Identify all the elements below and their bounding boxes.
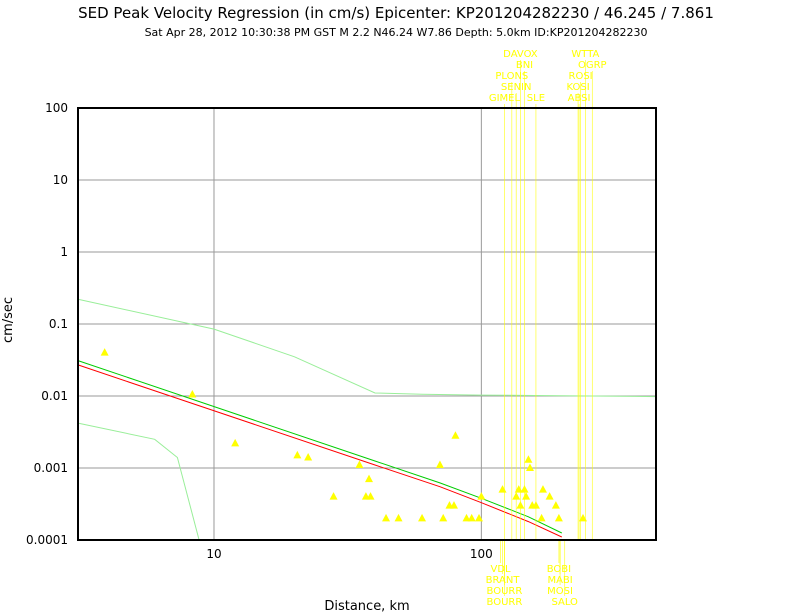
data-point-marker xyxy=(520,485,529,493)
data-point-marker xyxy=(394,513,403,522)
data-point-marker xyxy=(512,492,521,500)
data-point-marker xyxy=(545,492,554,500)
station-label-top: SENIN xyxy=(501,82,532,93)
station-label-top: WTTA xyxy=(571,49,599,60)
station-label-bottom: VDL xyxy=(491,564,512,575)
y-axis-label: cm/sec xyxy=(1,297,16,343)
data-point-marker xyxy=(531,501,540,509)
data-point-marker xyxy=(462,513,471,522)
axis-ticks: 10 100 100 10 1 0.1 0.01 0.001 0.0001 xyxy=(26,101,493,561)
y-tick-label: 0.1 xyxy=(49,317,68,331)
station-label-top: BNI xyxy=(516,60,533,71)
data-point-marker xyxy=(439,513,448,522)
station-label-bottom: BOURR xyxy=(487,597,523,608)
regression-curve xyxy=(77,298,657,398)
data-point-marker xyxy=(355,460,364,469)
grid-lines xyxy=(78,107,656,541)
station-label-top: KOSI xyxy=(566,82,589,93)
data-point-marker xyxy=(188,389,197,398)
station-label-top: PLONS xyxy=(495,71,528,82)
data-point-marker xyxy=(498,485,507,493)
station-label-top: ABSI xyxy=(568,93,591,104)
x-axis-label: Distance, km xyxy=(324,599,409,612)
data-point-marker xyxy=(524,455,533,463)
regression-curve xyxy=(77,422,200,541)
station-label-top: GIMEL xyxy=(489,93,521,104)
y-tick-label: 0.0001 xyxy=(26,533,68,547)
data-point-marker xyxy=(514,485,523,493)
regression-curve xyxy=(77,360,563,534)
plot-frame xyxy=(77,107,657,541)
data-point-marker xyxy=(451,431,460,439)
data-point-marker xyxy=(579,513,588,522)
data-point-marker xyxy=(435,460,444,469)
station-label-bottom: BRANT xyxy=(486,575,521,586)
station-label-bottom: BOBI xyxy=(547,564,571,575)
y-tick-label: 1 xyxy=(60,245,68,259)
y-tick-label: 100 xyxy=(45,101,68,115)
y-tick-label: 0.001 xyxy=(34,461,68,475)
data-point-marker xyxy=(538,485,547,493)
station-labels: DAVOX WTTA BNI OGRP PLONS ROSI SENIN KOSI GIMEL S… xyxy=(486,49,607,608)
x-tick-label: 100 xyxy=(470,547,493,561)
station-label-top: SLE xyxy=(527,93,545,104)
data-point-marker xyxy=(382,513,391,522)
station-label-top: ROSI xyxy=(569,71,593,82)
data-point-marker xyxy=(231,438,240,447)
y-tick-label: 10 xyxy=(53,173,68,187)
data-point-marker xyxy=(449,501,458,509)
chart-title: SED Peak Velocity Regression (in cm/s) E… xyxy=(78,4,714,22)
data-point-marker xyxy=(522,492,531,500)
data-point-marker xyxy=(329,492,338,500)
chart-subtitle: Sat Apr 28, 2012 10:30:38 PM GST M 2.2 N… xyxy=(144,26,648,39)
data-point-marker xyxy=(293,450,302,459)
x-tick-label: 10 xyxy=(206,547,221,561)
station-label-top: OGRP xyxy=(578,60,607,71)
station-label-bottom: SALO xyxy=(551,597,578,608)
station-label-bottom: MOSI xyxy=(547,586,573,597)
data-point-marker xyxy=(365,474,374,483)
y-tick-label: 0.01 xyxy=(41,389,68,403)
data-point-marker xyxy=(467,513,476,522)
data-point-marker xyxy=(366,492,375,500)
data-point-marker xyxy=(516,501,525,509)
station-label-top: DAVOX xyxy=(503,49,538,60)
regression-curve xyxy=(77,364,563,538)
data-point-marker xyxy=(475,513,484,522)
data-point-marker xyxy=(551,501,560,509)
data-points xyxy=(100,348,588,522)
data-point-marker xyxy=(477,492,486,500)
data-point-marker xyxy=(418,513,427,522)
data-point-marker xyxy=(525,463,534,471)
data-point-marker xyxy=(537,513,546,522)
data-point-marker xyxy=(304,452,313,461)
regression-curves xyxy=(77,298,657,541)
data-point-marker xyxy=(100,348,109,356)
data-point-marker xyxy=(554,513,563,522)
